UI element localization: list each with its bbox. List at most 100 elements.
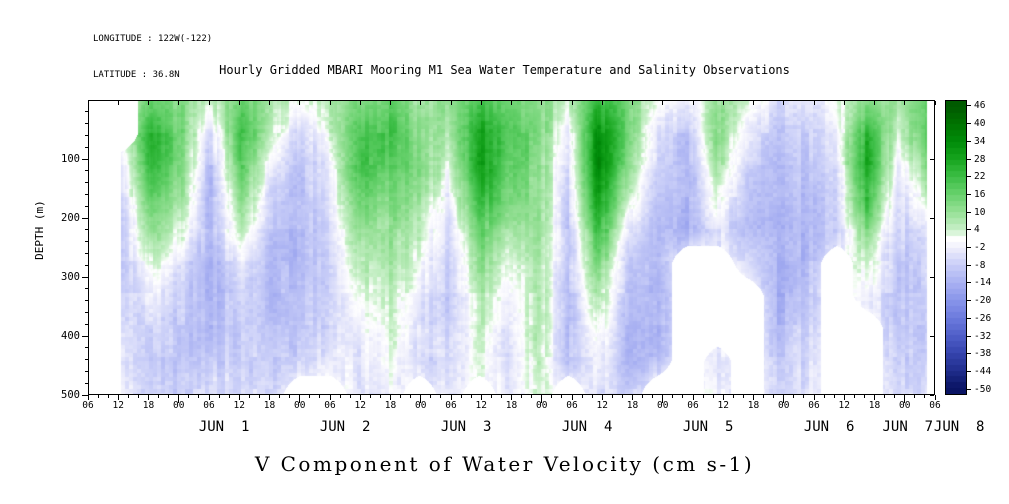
y-tick-right (930, 394, 934, 396)
x-minor-tick (823, 395, 825, 398)
x-tick (753, 395, 754, 400)
cb-tick (967, 176, 971, 178)
y-tick-label: 200 (61, 212, 80, 224)
x-tick-label: 06 (808, 400, 820, 411)
x-minor-tick (621, 395, 623, 398)
x-minor-tick (712, 395, 714, 398)
x-tick-top (783, 101, 785, 105)
cb-tick (967, 335, 971, 337)
cb-tick (967, 105, 971, 107)
x-minor-tick (440, 395, 442, 398)
x-axis-title: V Component of Water Velocity (cm s-1) (254, 452, 755, 476)
x-tick-top (934, 101, 936, 105)
y-minor-tick (85, 382, 88, 384)
cb-tick (967, 317, 971, 319)
y-tick-right (930, 158, 934, 160)
x-minor-tick (521, 395, 523, 398)
x-tick-top (904, 101, 906, 105)
cb-tick (967, 158, 971, 160)
cb-tick (967, 193, 971, 195)
cb-tick (967, 123, 971, 125)
y-minor-tick (85, 123, 88, 125)
x-minor-tick (833, 395, 835, 398)
x-tick (480, 395, 482, 400)
x-tick (390, 395, 391, 400)
x-minor-tick (188, 395, 190, 398)
x-tick (843, 395, 845, 400)
x-minor-tick (742, 395, 744, 398)
x-tick (148, 395, 149, 400)
colorbar-canvas (946, 101, 966, 394)
x-tick-label: 12 (112, 400, 124, 411)
x-tick-label: 12 (596, 400, 608, 411)
x-tick-label: 12 (233, 400, 245, 411)
y-minor-tick (85, 182, 88, 184)
x-tick-top (601, 101, 603, 105)
cb-tick-label: -20 (974, 295, 992, 307)
x-minor-tick (168, 395, 170, 398)
day-label: JUN 8 (933, 419, 985, 435)
x-tick (874, 395, 875, 400)
x-minor-tick (349, 395, 351, 398)
x-tick (511, 395, 512, 400)
cb-tick (967, 264, 971, 266)
x-minor-tick (561, 395, 563, 398)
x-tick-label: 18 (384, 400, 397, 411)
x-tick-top (208, 101, 210, 105)
x-tick (359, 395, 361, 400)
x-minor-tick (863, 395, 865, 398)
x-minor-tick (218, 395, 220, 398)
y-tick-right (930, 217, 934, 219)
cb-tick (967, 353, 971, 355)
y-tick (82, 217, 88, 219)
x-minor-tick (652, 395, 654, 398)
x-tick-label: 18 (142, 400, 155, 411)
x-tick-label: 06 (687, 400, 699, 411)
cb-tick-label: 10 (974, 206, 986, 218)
x-minor-tick (732, 395, 734, 398)
x-minor-tick (460, 395, 462, 398)
x-tick (178, 395, 180, 403)
heatmap-canvas (89, 101, 934, 394)
x-tick-top (238, 101, 240, 105)
x-minor-tick (672, 395, 674, 398)
x-tick-label: 00 (173, 400, 185, 411)
y-minor-tick (85, 311, 88, 313)
x-tick (299, 395, 301, 403)
x-tick (208, 395, 210, 400)
x-tick (783, 395, 785, 403)
y-minor-tick (85, 205, 88, 207)
y-minor-tick (85, 193, 88, 195)
x-tick-label: 18 (505, 400, 518, 411)
day-label: JUN 7 (882, 419, 934, 435)
x-minor-tick (803, 395, 805, 398)
x-minor-tick (581, 395, 583, 398)
cb-tick-label: -2 (974, 242, 986, 253)
x-tick (238, 395, 240, 400)
x-tick-top (541, 101, 543, 105)
day-label: JUN 1 (198, 419, 250, 435)
x-tick-top (480, 101, 482, 105)
y-minor-tick (85, 300, 88, 302)
cb-tick-label: -32 (974, 330, 992, 342)
y-minor-tick (85, 134, 88, 136)
x-tick (722, 395, 724, 400)
y-minor-tick (85, 111, 88, 113)
cb-tick-label: 34 (974, 135, 986, 147)
cb-tick-label: 46 (974, 100, 986, 112)
y-tick (82, 158, 88, 160)
cb-tick-label: -38 (974, 348, 992, 360)
x-minor-tick (127, 395, 129, 398)
x-tick-label: 12 (838, 400, 850, 411)
x-tick-label: 00 (657, 400, 669, 411)
day-label: JUN 3 (440, 419, 492, 435)
x-tick (934, 395, 936, 400)
x-minor-tick (763, 395, 765, 398)
x-minor-tick (198, 395, 200, 398)
x-minor-tick (369, 395, 371, 398)
x-tick (601, 395, 603, 400)
x-tick-top (722, 101, 724, 105)
x-minor-tick (228, 395, 230, 398)
x-tick-top (329, 101, 331, 105)
